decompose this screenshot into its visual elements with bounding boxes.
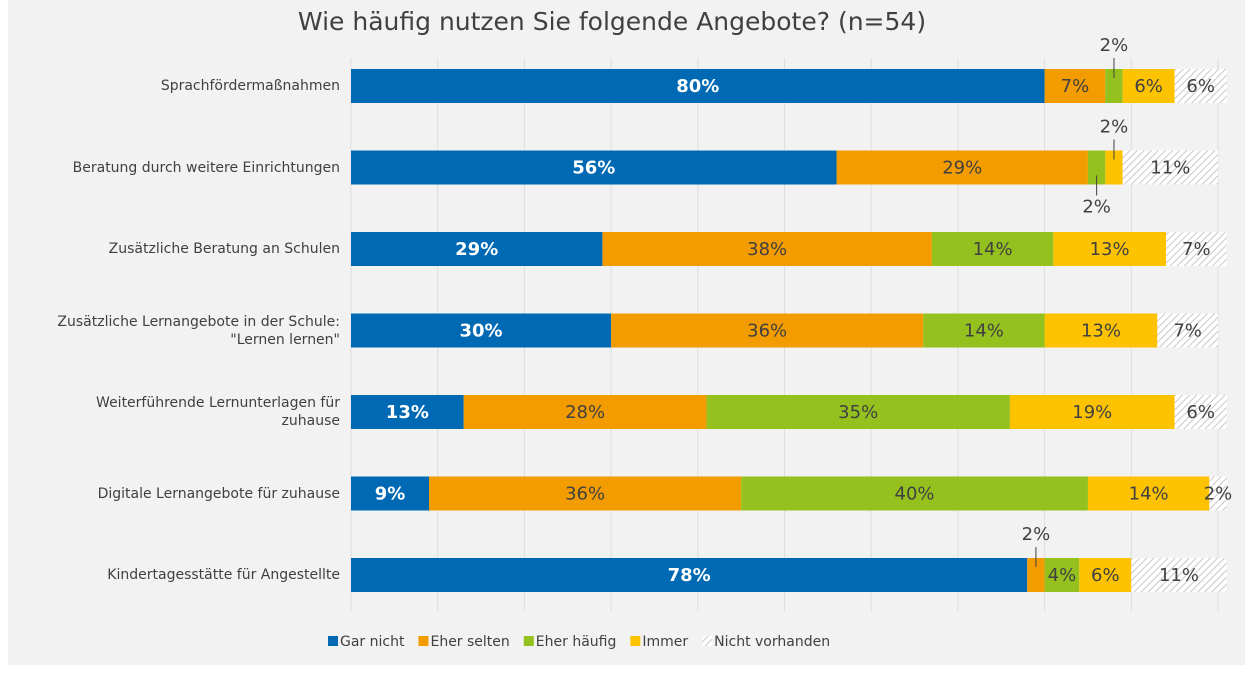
value-label: 38%	[747, 239, 787, 260]
legend-label: Eher selten	[430, 634, 509, 650]
legend-label: Eher häufig	[536, 634, 617, 650]
chart-title: Wie häufig nutzen Sie folgende Angebote?…	[298, 7, 926, 36]
value-label: 2%	[1100, 117, 1129, 138]
value-label: 2%	[1022, 524, 1051, 545]
bar-segment	[931, 232, 1054, 266]
bar-segment	[1087, 476, 1210, 511]
category-label: Beratung durch weitere Einrichtungen	[72, 159, 340, 176]
value-label: 13%	[386, 402, 429, 423]
value-label: 13%	[1090, 239, 1130, 260]
value-label: 40%	[895, 484, 935, 505]
value-label: 6%	[1186, 402, 1215, 423]
bar-segment	[1165, 232, 1227, 266]
value-label: 36%	[747, 321, 787, 342]
bar-segment	[351, 476, 430, 511]
bar-segment	[1157, 313, 1218, 348]
value-label: 6%	[1186, 76, 1215, 97]
bar-segment	[351, 558, 1028, 592]
bar-segment	[1122, 69, 1175, 103]
value-label: 2%	[1100, 35, 1129, 56]
bar-segment	[836, 150, 1088, 185]
category-label: Zusätzliche Lernangebote in der Schule: …	[57, 313, 340, 348]
bar-segment	[1044, 313, 1158, 348]
value-label: 14%	[964, 321, 1004, 342]
bar-segment	[1105, 150, 1123, 185]
bar-segment	[351, 313, 612, 348]
legend-label: Nicht vorhanden	[714, 634, 830, 650]
bar-segment	[429, 476, 742, 511]
value-label: 29%	[455, 239, 498, 260]
bar-segment	[1079, 558, 1132, 592]
bar-segment	[611, 313, 924, 348]
bar-segment	[1122, 150, 1218, 185]
category-label: Zusätzliche Beratung an Schulen	[108, 241, 340, 257]
value-label: 28%	[565, 402, 605, 423]
value-label: 6%	[1091, 565, 1120, 586]
value-label: 36%	[565, 484, 605, 505]
bar-segment	[1131, 558, 1227, 592]
bar-segment	[1009, 395, 1175, 429]
value-label: 78%	[668, 565, 711, 586]
value-label: 9%	[375, 484, 406, 505]
legend-swatch	[523, 636, 534, 646]
value-label: 11%	[1159, 565, 1199, 586]
bar-segment	[463, 395, 707, 429]
value-label: 6%	[1134, 76, 1163, 97]
value-label: 29%	[942, 158, 982, 179]
value-label: 7%	[1173, 321, 1202, 342]
value-label: 30%	[460, 321, 503, 342]
value-label: 14%	[1129, 484, 1169, 505]
legend-label: Gar nicht	[340, 634, 405, 650]
value-label: 2%	[1204, 484, 1233, 505]
bar-segment	[706, 395, 1010, 429]
category-label: Sprachfördermaßnahmen	[160, 78, 340, 94]
bar-segment	[1044, 69, 1106, 103]
bar-segment	[1053, 232, 1166, 266]
value-label: 7%	[1061, 76, 1090, 97]
bar-segment	[1105, 69, 1123, 103]
category-label: Weiterführende Lernunterlagen für zuhaus…	[96, 395, 340, 429]
legend-swatch	[630, 636, 641, 646]
value-label: 35%	[838, 402, 878, 423]
value-label: 4%	[1048, 565, 1077, 586]
bar-segment	[351, 150, 837, 185]
value-label: 11%	[1150, 158, 1190, 179]
bar-segment	[1087, 150, 1106, 185]
bar-segment	[1174, 69, 1227, 103]
legend-label: Immer	[642, 634, 688, 650]
bar-segment	[1027, 558, 1045, 592]
value-label: 14%	[973, 239, 1013, 260]
bar-segment	[351, 395, 464, 429]
bar-segment	[923, 313, 1045, 348]
legend-swatch	[418, 636, 429, 646]
bar-segment	[602, 232, 932, 266]
legend-swatch	[328, 636, 338, 646]
bar-segment	[351, 69, 1045, 103]
value-label: 80%	[676, 76, 719, 97]
value-label: 13%	[1081, 321, 1121, 342]
bar-segment	[351, 232, 603, 266]
bar-segment	[1044, 558, 1080, 592]
bar-segment	[741, 476, 1088, 511]
value-label: 56%	[572, 158, 615, 179]
category-label: Kindertagesstätte für Angestellte	[107, 567, 340, 583]
bar-segment	[1174, 395, 1227, 429]
legend-swatch	[702, 636, 713, 646]
category-label: Digitale Lernangebote für zuhause	[97, 485, 340, 502]
value-label: 7%	[1182, 239, 1211, 260]
bar-segment	[1209, 476, 1227, 511]
value-label: 2%	[1082, 197, 1111, 218]
value-label: 19%	[1072, 402, 1112, 423]
